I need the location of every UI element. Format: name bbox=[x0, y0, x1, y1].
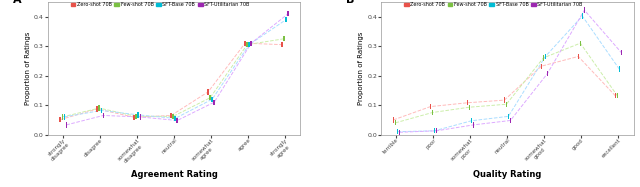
Bar bbox=[616, 93, 618, 98]
Bar bbox=[61, 114, 63, 120]
Bar bbox=[434, 128, 435, 134]
Bar bbox=[244, 41, 246, 46]
Bar bbox=[172, 114, 174, 119]
Bar bbox=[250, 41, 252, 46]
Bar bbox=[63, 114, 65, 120]
Bar bbox=[60, 117, 61, 122]
Bar bbox=[397, 129, 398, 134]
Bar bbox=[431, 110, 433, 115]
Bar bbox=[393, 117, 394, 122]
Bar bbox=[282, 42, 283, 47]
Bar bbox=[399, 130, 400, 135]
Bar bbox=[470, 118, 472, 123]
Bar bbox=[248, 42, 250, 47]
Y-axis label: Proportion of Ratings: Proportion of Ratings bbox=[25, 32, 31, 105]
Text: B: B bbox=[346, 0, 354, 5]
Text: A: A bbox=[13, 0, 21, 5]
X-axis label: Quality Rating: Quality Rating bbox=[473, 170, 541, 179]
Bar bbox=[138, 112, 139, 117]
Bar bbox=[509, 118, 511, 123]
Bar bbox=[246, 42, 248, 47]
Bar bbox=[99, 105, 100, 111]
Bar bbox=[140, 114, 141, 120]
Bar bbox=[619, 67, 620, 72]
Bar bbox=[65, 122, 67, 128]
Bar bbox=[177, 118, 178, 123]
Bar bbox=[100, 108, 102, 113]
Bar bbox=[467, 100, 468, 105]
Bar bbox=[429, 104, 431, 109]
Bar bbox=[504, 97, 505, 103]
Bar bbox=[175, 116, 176, 121]
Bar bbox=[468, 105, 470, 110]
Bar bbox=[508, 114, 509, 119]
Y-axis label: Proportion of Ratings: Proportion of Ratings bbox=[358, 32, 364, 105]
Bar bbox=[543, 55, 544, 61]
Bar bbox=[582, 13, 583, 19]
Bar bbox=[136, 114, 137, 119]
Bar bbox=[580, 41, 581, 46]
X-axis label: Agreement Rating: Agreement Rating bbox=[131, 170, 218, 179]
Bar bbox=[614, 93, 616, 98]
Bar bbox=[621, 50, 622, 55]
Bar bbox=[207, 89, 209, 94]
Bar bbox=[102, 113, 104, 118]
Bar bbox=[170, 113, 172, 118]
Bar bbox=[506, 102, 507, 107]
Bar bbox=[284, 36, 285, 41]
Bar bbox=[97, 106, 98, 112]
Bar bbox=[545, 54, 546, 59]
Bar bbox=[577, 54, 579, 59]
Bar bbox=[287, 11, 289, 16]
Bar bbox=[547, 71, 548, 76]
Bar bbox=[473, 122, 474, 128]
Legend: Zero-shot 70B, Few-shot 70B, SFT-Base 70B, SFT-Utilitarian 70B: Zero-shot 70B, Few-shot 70B, SFT-Base 70… bbox=[404, 0, 582, 7]
Bar bbox=[584, 7, 585, 13]
Legend: Zero-shot 70B, Few-shot 70B, SFT-Base 70B, SFT-Utilitarian 70B: Zero-shot 70B, Few-shot 70B, SFT-Base 70… bbox=[70, 0, 250, 7]
Bar bbox=[209, 95, 211, 100]
Bar bbox=[133, 115, 135, 120]
Bar bbox=[285, 17, 287, 22]
Bar bbox=[436, 128, 437, 134]
Bar bbox=[541, 64, 542, 69]
Bar bbox=[211, 96, 213, 102]
Bar bbox=[214, 99, 215, 105]
Bar bbox=[395, 120, 396, 125]
